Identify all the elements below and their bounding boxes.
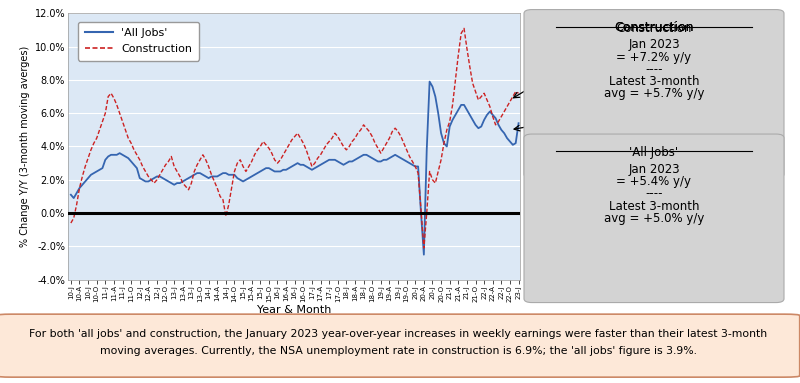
- Text: Construction: Construction: [616, 22, 692, 35]
- Text: Jan 2023: Jan 2023: [628, 163, 680, 176]
- Text: ----: ----: [646, 63, 662, 76]
- Text: Latest 3-month: Latest 3-month: [609, 75, 699, 88]
- Y-axis label: % Change Y/Y (3-month moving averges): % Change Y/Y (3-month moving averges): [21, 46, 30, 247]
- Text: For both 'all jobs' and construction, the January 2023 year-over-year increases : For both 'all jobs' and construction, th…: [29, 329, 767, 355]
- Text: = +5.4% y/y: = +5.4% y/y: [617, 175, 691, 188]
- Text: Jan 2023: Jan 2023: [628, 38, 680, 51]
- Text: Latest 3-month: Latest 3-month: [609, 200, 699, 213]
- Legend: 'All Jobs', Construction: 'All Jobs', Construction: [78, 21, 199, 61]
- Text: Construction: Construction: [614, 21, 694, 34]
- Text: Construction: Construction: [614, 21, 694, 34]
- X-axis label: Year & Month: Year & Month: [257, 305, 331, 315]
- Text: 'All Jobs': 'All Jobs': [630, 146, 678, 159]
- FancyBboxPatch shape: [0, 314, 800, 377]
- Text: avg = +5.7% y/y: avg = +5.7% y/y: [604, 87, 704, 100]
- Text: ----: ----: [646, 187, 662, 200]
- Text: = +7.2% y/y: = +7.2% y/y: [617, 51, 691, 64]
- Text: avg = +5.0% y/y: avg = +5.0% y/y: [604, 212, 704, 225]
